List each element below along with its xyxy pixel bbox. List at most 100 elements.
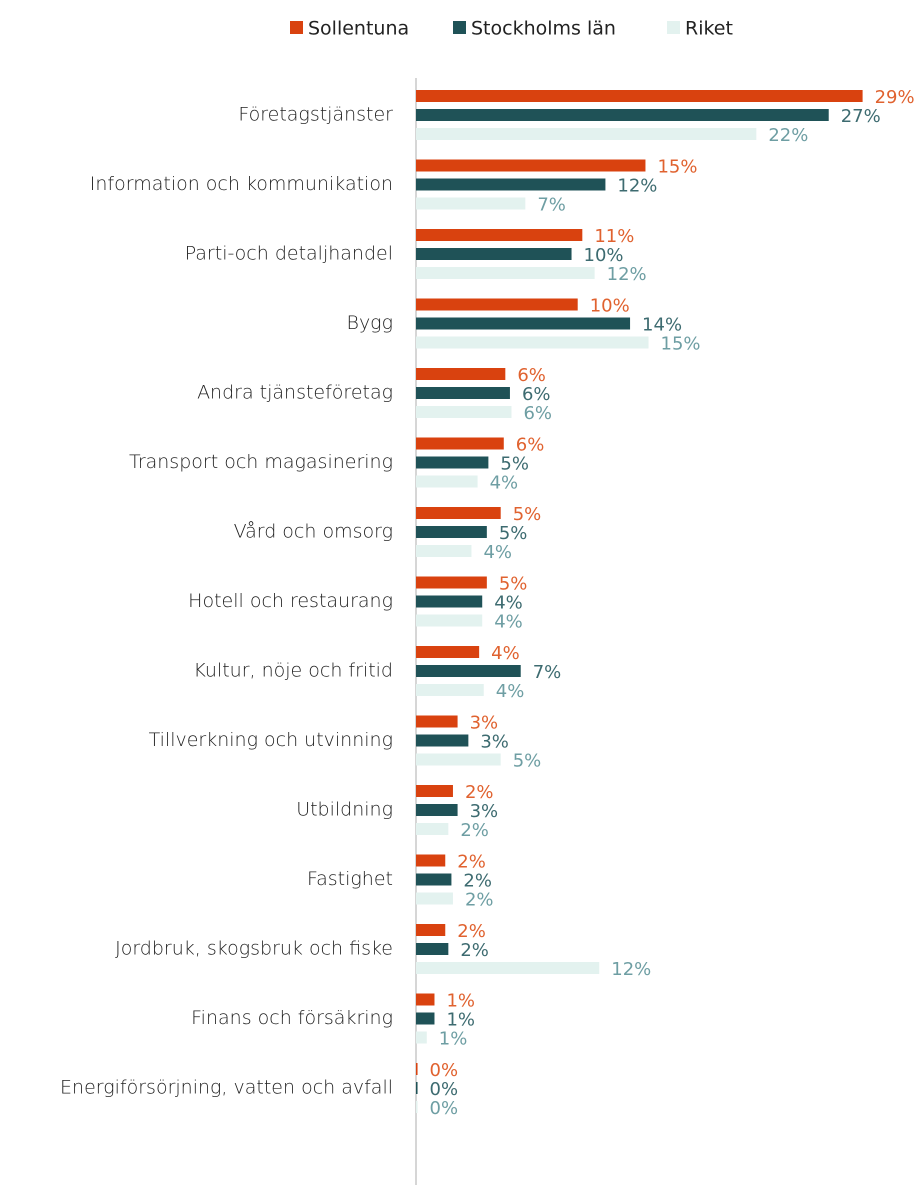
bar (416, 90, 863, 102)
category-label: Företagstjänster (238, 104, 393, 126)
bar (416, 684, 484, 696)
value-label: 3% (470, 801, 499, 822)
value-label: 5% (499, 523, 528, 544)
bar (416, 406, 512, 418)
category-label: Tillverkning och utvinning (149, 729, 393, 751)
value-label: 2% (460, 820, 489, 841)
value-label: 0% (430, 1060, 459, 1081)
category-label: Bygg (347, 312, 394, 334)
bar (416, 526, 487, 538)
value-label: 0% (430, 1079, 459, 1100)
category-label: Kultur, nöje och fritid (193, 660, 393, 682)
value-label: 2% (465, 890, 494, 911)
value-label: 4% (494, 593, 523, 614)
value-label: 10% (590, 296, 630, 317)
category-label: Utbildning (296, 799, 393, 821)
bar (416, 665, 521, 677)
category-label: Energiförsörjning, vatten och avfall (60, 1077, 393, 1099)
value-label: 2% (463, 871, 492, 892)
bar (416, 734, 469, 747)
bar (416, 178, 606, 191)
value-label: 4% (494, 612, 523, 633)
bar (416, 387, 510, 399)
value-label: 5% (513, 504, 542, 525)
value-label: 1% (446, 991, 475, 1012)
value-label: 1% (439, 1029, 468, 1050)
bar (416, 924, 446, 936)
category-label: Parti-och detaljhandel (185, 243, 393, 265)
category-label: Andra tjänsteföretag (197, 382, 393, 404)
bar (416, 1101, 418, 1113)
bar (416, 804, 458, 816)
bar (416, 128, 757, 140)
category-label: Vård och omsorg (234, 521, 393, 543)
bar (416, 1082, 418, 1094)
bar (416, 507, 501, 519)
category-label: Transport och magasinering (129, 451, 393, 473)
value-label: 6% (517, 365, 546, 386)
bar (416, 614, 483, 627)
bar (416, 962, 600, 974)
value-label: 29% (875, 87, 915, 108)
value-label: 15% (657, 157, 697, 178)
bar (416, 229, 583, 241)
value-label: 5% (513, 751, 542, 772)
legend-label: Stockholms län (471, 18, 616, 40)
bar (416, 1031, 427, 1044)
bar (416, 368, 506, 380)
value-label: 3% (470, 713, 499, 734)
value-label: 0% (430, 1098, 459, 1119)
bar (416, 576, 487, 589)
category-label: Finans och försäkring (191, 1007, 393, 1029)
bar (416, 854, 446, 867)
value-label: 6% (516, 435, 545, 456)
value-label: 7% (537, 195, 566, 216)
bar (416, 753, 501, 766)
bar (416, 159, 646, 172)
value-label: 4% (483, 542, 512, 563)
bar (416, 197, 526, 210)
value-label: 12% (607, 264, 647, 285)
bar (416, 437, 504, 450)
bar (416, 317, 631, 330)
category-label: Jordbruk, skogsbruk och fiske (115, 938, 393, 960)
bar (416, 298, 578, 311)
value-label: 2% (465, 782, 494, 803)
bar (416, 336, 649, 349)
value-label: 3% (480, 732, 509, 753)
bar (416, 823, 449, 835)
legend-swatch (290, 21, 303, 34)
legend-label: Sollentuna (308, 18, 409, 40)
value-label: 12% (611, 959, 651, 980)
value-label: 22% (768, 125, 808, 146)
value-label: 27% (841, 106, 881, 127)
legend-swatch (667, 21, 680, 34)
legend-label: Riket (685, 18, 733, 40)
value-label: 7% (533, 662, 562, 683)
value-label: 12% (617, 176, 657, 197)
bar (416, 892, 453, 905)
category-label: Fastighet (307, 868, 393, 890)
bar (416, 595, 483, 608)
value-label: 1% (446, 1010, 475, 1031)
value-label: 14% (642, 315, 682, 336)
value-label: 11% (594, 226, 634, 247)
value-label: 4% (491, 643, 520, 664)
bar (416, 1012, 435, 1025)
bar (416, 475, 478, 488)
value-label: 2% (457, 852, 486, 873)
bar (416, 456, 489, 469)
bar (416, 715, 458, 728)
bar (416, 943, 449, 955)
value-label: 6% (522, 384, 551, 405)
bar (416, 267, 595, 279)
bar (416, 873, 452, 886)
bar (416, 109, 829, 121)
value-label: 4% (496, 681, 525, 702)
value-label: 10% (584, 245, 624, 266)
value-label: 2% (460, 940, 489, 961)
bar (416, 646, 480, 658)
value-label: 6% (523, 403, 552, 424)
value-label: 15% (661, 334, 701, 355)
